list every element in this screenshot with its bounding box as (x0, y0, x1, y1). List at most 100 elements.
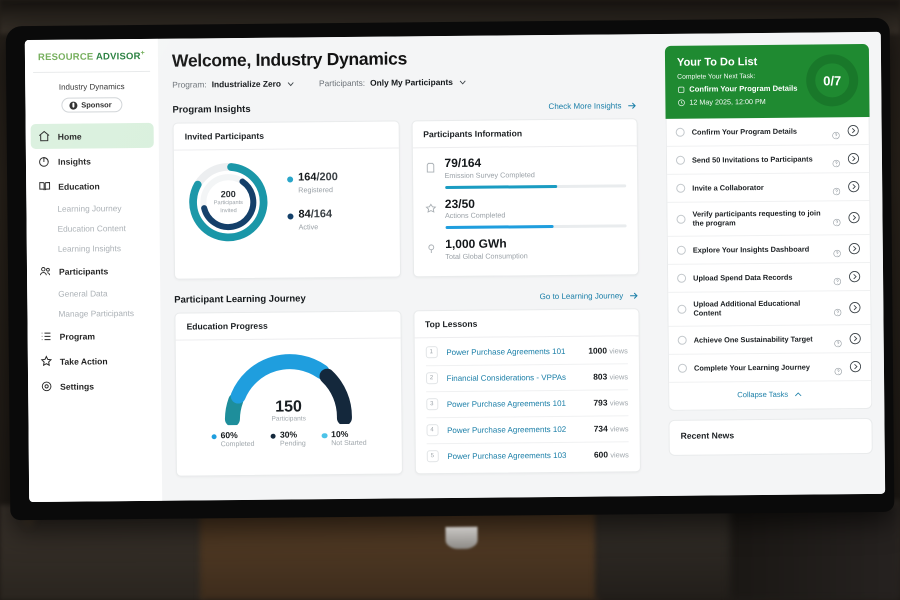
todo-checkbox[interactable] (677, 363, 688, 373)
collapse-tasks-button[interactable]: Collapse Tasks (669, 381, 871, 410)
chevron-right-icon[interactable] (848, 301, 861, 314)
participants-information-title: Participants Information (412, 119, 637, 149)
lesson-row[interactable]: 3 Power Purchase Agreements 101 793 view… (425, 390, 629, 419)
lesson-row[interactable]: 4 Power Purchase Agreements 102 734 view… (425, 416, 629, 445)
lesson-rank: 3 (425, 398, 438, 411)
gauge-legend: 60% Completed 30% Pending (211, 428, 367, 449)
chevron-right-icon[interactable] (847, 124, 860, 137)
chevron-right-icon[interactable] (847, 180, 860, 193)
lesson-title[interactable]: Power Purchase Agreements 101 (446, 398, 567, 409)
todo-item[interactable]: Explore Your Insights Dashboard (667, 234, 870, 265)
lesson-views: 1000 (588, 345, 608, 356)
sidebar-item-home[interactable]: Home (30, 122, 154, 150)
lesson-row[interactable]: 5 Power Purchase Agreements 103 600 view… (426, 442, 629, 469)
gauge-legend-not-started: 10% Not Started (321, 428, 367, 448)
help-icon[interactable] (832, 213, 841, 226)
lesson-views: 793 (593, 397, 608, 408)
program-filter[interactable]: Program: Industrialize Zero (172, 78, 295, 90)
sidebar-item-general-data[interactable]: General Data (58, 288, 108, 299)
chevron-right-icon[interactable] (847, 211, 860, 224)
sidebar-item-take-action[interactable]: Take Action (28, 348, 161, 374)
legend-label-completed: Completed (220, 441, 255, 449)
help-icon[interactable] (833, 362, 842, 375)
help-icon[interactable] (832, 244, 841, 257)
lesson-row[interactable]: 2 Financial Considerations - VPPAs 803 v… (425, 364, 629, 393)
lesson-title[interactable]: Power Purchase Agreements 102 (447, 424, 567, 435)
donut-center-label-1: Participants (213, 200, 243, 207)
sidebar-item-program[interactable]: Program (28, 323, 161, 349)
todo-checkbox[interactable] (676, 245, 686, 255)
gauge-svg (225, 353, 353, 426)
logo-word-resource: RESOURCE (37, 51, 94, 64)
help-icon[interactable] (832, 183, 841, 195)
participants-filter[interactable]: Participants: Only My Participants (319, 77, 467, 88)
sponsor-badge[interactable]: Sponsor (61, 97, 123, 113)
go-to-learning-journey-link[interactable]: Go to Learning Journey (540, 290, 640, 302)
home-icon (38, 130, 51, 143)
desk-shadow-right (730, 505, 900, 600)
todo-item[interactable]: Verify participants requesting to join t… (667, 200, 870, 237)
gear-icon (40, 380, 53, 393)
todo-checkbox[interactable] (677, 273, 687, 283)
logo-plus: + (140, 49, 145, 57)
chevron-right-icon[interactable] (847, 152, 860, 165)
todo-checkbox[interactable] (675, 155, 686, 165)
help-icon[interactable] (831, 127, 840, 139)
sidebar-nav: Home Insights Education Learning Journey… (26, 121, 162, 399)
legend-denominator-active: /164 (310, 207, 333, 220)
todo-header: 0/7 Your To Do List Complete Your Next T… (664, 43, 870, 119)
lesson-title[interactable]: Power Purchase Agreements 101 (446, 346, 566, 357)
todo-item-label: Explore Your Insights Dashboard (692, 244, 810, 255)
check-more-insights-link[interactable]: Check More Insights (548, 100, 637, 112)
sidebar-item-insights[interactable]: Insights (26, 148, 159, 174)
todo-checkbox[interactable] (677, 335, 687, 345)
sidebar-item-education-content[interactable]: Education Content (57, 223, 126, 234)
invited-participants-donut-chart: 200 Participants Invited (185, 159, 272, 246)
todo-checkbox[interactable] (675, 127, 685, 137)
todo-item[interactable]: Invite a Collaborator (667, 172, 870, 203)
education-progress-card: Education Progress (174, 310, 403, 477)
help-icon[interactable] (833, 303, 842, 316)
legend-item-active: 84/164 Active (287, 207, 338, 231)
help-icon[interactable] (831, 155, 840, 167)
todo-item[interactable]: Send 50 Invitations to Participants (666, 144, 870, 175)
legend-pct-not-started: 10% (331, 428, 349, 439)
monitor-stand (445, 526, 478, 550)
sidebar-item-settings[interactable]: Settings (28, 373, 161, 399)
task-icon (677, 85, 685, 93)
sidebar-item-manage-participants[interactable]: Manage Participants (58, 308, 135, 319)
lesson-title[interactable]: Financial Considerations - VPPAs (446, 372, 567, 383)
todo-item[interactable]: Upload Additional Educational Content (668, 290, 871, 327)
todo-item[interactable]: Upload Spend Data Records (667, 262, 871, 293)
todo-checkbox[interactable] (677, 304, 687, 314)
sidebar-item-participants[interactable]: Participants (27, 258, 160, 284)
go-to-learning-journey-label: Go to Learning Journey (539, 291, 624, 301)
todo-checkbox[interactable] (676, 214, 686, 224)
sponsor-badge-wrap: Sponsor (25, 97, 158, 122)
chevron-right-icon[interactable] (848, 242, 861, 255)
participants-information-body: 79/164 Emission Survey Completed 23/50 A… (412, 146, 638, 276)
lesson-title[interactable]: Power Purchase Agreements 103 (447, 450, 567, 461)
todo-item-label: Achieve One Sustainability Target (693, 334, 813, 345)
todo-item[interactable]: Complete Your Learning Journey (668, 352, 872, 383)
chevron-right-icon[interactable] (849, 332, 862, 345)
todo-checkbox[interactable] (676, 183, 686, 193)
education-progress-body: 150 Participants 60% C (176, 338, 402, 460)
stat-emission-survey: 79/164 Emission Survey Completed (423, 155, 626, 180)
program-insights-title: Program Insights (172, 103, 251, 116)
sidebar-item-learning-journey[interactable]: Learning Journey (57, 203, 122, 214)
help-icon[interactable] (833, 272, 842, 285)
todo-item[interactable]: Achieve One Sustainability Target (668, 324, 871, 355)
arrow-right-icon (626, 100, 637, 111)
lesson-row[interactable]: 1 Power Purchase Agreements 101 1000 vie… (425, 338, 628, 367)
chevron-right-icon[interactable] (849, 360, 862, 373)
sponsor-icon (69, 101, 78, 110)
help-icon[interactable] (833, 334, 842, 347)
todo-item-label: Confirm Your Program Details (691, 126, 798, 137)
sidebar-item-education[interactable]: Education (26, 173, 159, 199)
chevron-right-icon[interactable] (848, 270, 861, 283)
action-icon (40, 355, 53, 368)
gauge-legend-completed: 60% Completed (211, 430, 255, 449)
sidebar-item-learning-insights[interactable]: Learning Insights (57, 243, 122, 254)
todo-item[interactable]: Confirm Your Program Details (666, 116, 869, 147)
